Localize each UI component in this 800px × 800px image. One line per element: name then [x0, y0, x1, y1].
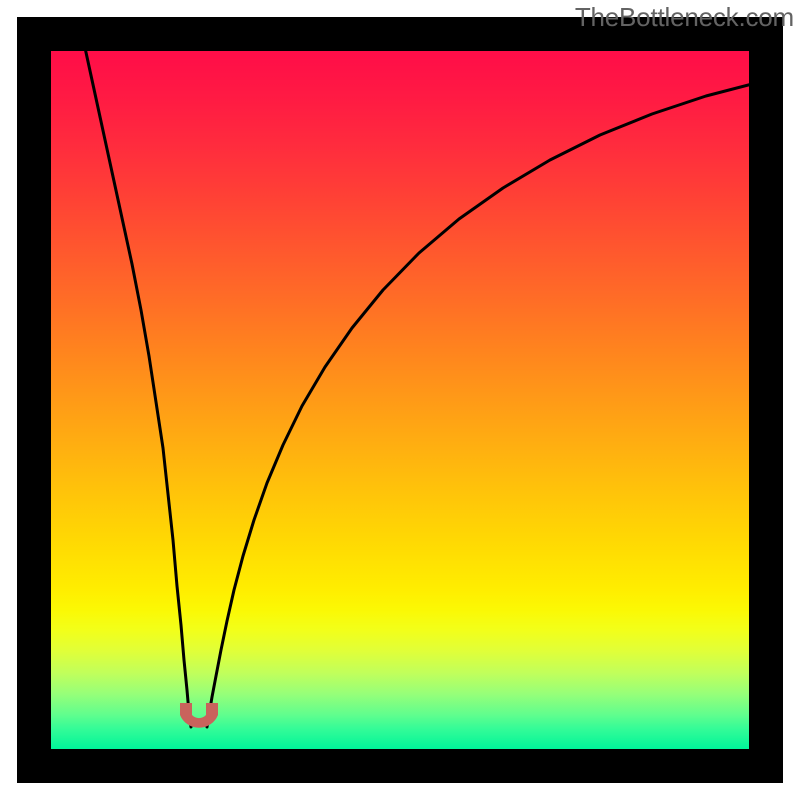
bottleneck-plot [0, 0, 800, 800]
chart-container: { "watermark": "TheBottleneck.com", "cha… [0, 0, 800, 800]
watermark-label: TheBottleneck.com [569, 0, 800, 35]
